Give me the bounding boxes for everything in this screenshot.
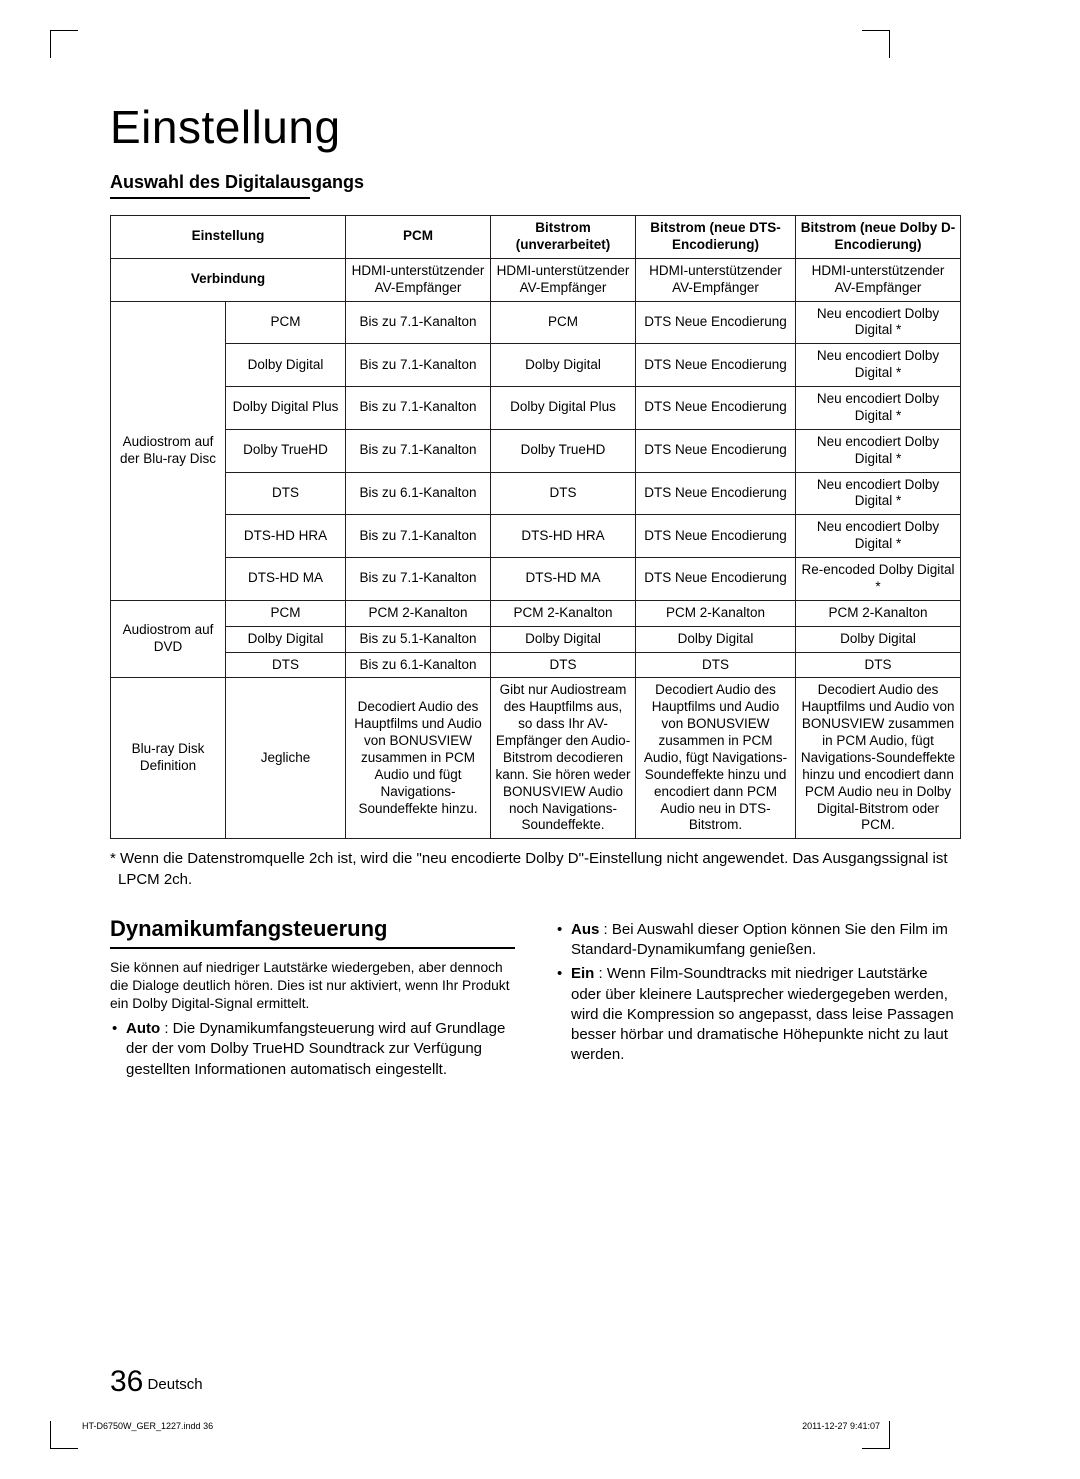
cell-pcm: Bis zu 6.1-Kanalton xyxy=(346,652,491,678)
cell-bitstream-dts: DTS Neue Encodierung xyxy=(636,558,796,601)
drc-auto-label: Auto xyxy=(126,1020,160,1037)
page-number-lang: Deutsch xyxy=(148,1376,203,1393)
cell-format: PCM xyxy=(226,301,346,344)
drc-ein-item: Ein : Wenn Film-Soundtracks mit niedrige… xyxy=(555,964,960,1065)
cell-format: Dolby TrueHD xyxy=(226,429,346,472)
crop-mark-tl xyxy=(50,30,78,58)
cell-bitstream-dts: PCM 2-Kanalton xyxy=(636,600,796,626)
cell-bitstream-un: DTS-HD MA xyxy=(491,558,636,601)
drc-underline xyxy=(110,947,515,949)
cell-bitstream-dts: DTS Neue Encodierung xyxy=(636,429,796,472)
cell-bitstream-dolby: Neu encodiert Dolby Digital * xyxy=(796,301,961,344)
page-title: Einstellung xyxy=(110,100,960,154)
cell-pcm: Bis zu 7.1-Kanalton xyxy=(346,515,491,558)
cell-bitstream-un: DTS-HD HRA xyxy=(491,515,636,558)
drc-auto-item: Auto : Die Dynamikumfangsteuerung wird a… xyxy=(110,1019,515,1080)
two-column-section: Dynamikumfangsteuerung Sie können auf ni… xyxy=(110,914,960,1084)
cell-bitstream-un: PCM 2-Kanalton xyxy=(491,600,636,626)
cell-format: DTS-HD HRA xyxy=(226,515,346,558)
subheading: Auswahl des Digitalausgangs xyxy=(110,172,960,193)
drc-aus-text: : Bei Auswahl dieser Option können Sie d… xyxy=(571,921,948,958)
cell-format: Jegliche xyxy=(226,678,346,839)
cell-pcm: Bis zu 7.1-Kanalton xyxy=(346,301,491,344)
cell-pcm: Bis zu 7.1-Kanalton xyxy=(346,429,491,472)
drc-left-list: Auto : Die Dynamikumfangsteuerung wird a… xyxy=(110,1019,515,1080)
footer-right: 2011-12-27 9:41:07 xyxy=(802,1421,880,1431)
cell-bitstream-un: Dolby Digital xyxy=(491,344,636,387)
th-hdmi-receiver: HDMI-unterstützender AV-Empfänger xyxy=(796,258,961,301)
cell-bitstream-un: PCM xyxy=(491,301,636,344)
cell-pcm: Bis zu 5.1-Kanalton xyxy=(346,626,491,652)
th-bitstream-unprocessed: Bitstrom (unverarbeitet) xyxy=(491,216,636,259)
cell-pcm: Bis zu 6.1-Kanalton xyxy=(346,472,491,515)
drc-aus-label: Aus xyxy=(571,921,599,938)
subheading-underline xyxy=(110,197,310,199)
page-number-value: 36 xyxy=(110,1365,143,1398)
footer-left: HT-D6750W_GER_1227.indd 36 xyxy=(82,1421,213,1431)
drc-left-column: Dynamikumfangsteuerung Sie können auf ni… xyxy=(110,914,515,1084)
cell-bitstream-un: Dolby Digital xyxy=(491,626,636,652)
th-bitstream-dolby: Bitstrom (neue Dolby D-Encodierung) xyxy=(796,216,961,259)
cell-format: Dolby Digital xyxy=(226,626,346,652)
th-bitstream-dts: Bitstrom (neue DTS-Encodierung) xyxy=(636,216,796,259)
cell-bitstream-un: Dolby TrueHD xyxy=(491,429,636,472)
cell-bitstream-dts: DTS Neue Encodierung xyxy=(636,515,796,558)
cell-bitstream-dolby: PCM 2-Kanalton xyxy=(796,600,961,626)
digital-output-table: EinstellungPCMBitstrom (unverarbeitet)Bi… xyxy=(110,215,961,839)
cell-pcm: Bis zu 7.1-Kanalton xyxy=(346,344,491,387)
th-hdmi-receiver: HDMI-unterstützender AV-Empfänger xyxy=(346,258,491,301)
cell-bitstream-un: DTS xyxy=(491,472,636,515)
cell-def-un: Gibt nur Audiostream des Hauptfilms aus,… xyxy=(491,678,636,839)
cell-format: Dolby Digital xyxy=(226,344,346,387)
th-hdmi-receiver: HDMI-unterstützender AV-Empfänger xyxy=(636,258,796,301)
cell-bitstream-dolby: Neu encodiert Dolby Digital * xyxy=(796,429,961,472)
drc-auto-text: : Die Dynamikumfangsteuerung wird auf Gr… xyxy=(126,1020,505,1078)
drc-intro: Sie können auf niedriger Lautstärke wied… xyxy=(110,959,515,1013)
page-number: 36 Deutsch xyxy=(110,1365,203,1399)
th-connection: Verbindung xyxy=(111,258,346,301)
row-group-bluray: Audiostrom auf der Blu-ray Disc xyxy=(111,301,226,600)
drc-right-list: Aus : Bei Auswahl dieser Option können S… xyxy=(555,920,960,1066)
drc-ein-label: Ein xyxy=(571,965,594,982)
cell-bitstream-dolby: Neu encodiert Dolby Digital * xyxy=(796,515,961,558)
cell-format: PCM xyxy=(226,600,346,626)
th-pcm: PCM xyxy=(346,216,491,259)
cell-bitstream-dolby: Neu encodiert Dolby Digital * xyxy=(796,472,961,515)
cell-format: DTS-HD MA xyxy=(226,558,346,601)
drc-aus-item: Aus : Bei Auswahl dieser Option können S… xyxy=(555,920,960,961)
drc-right-column: Aus : Bei Auswahl dieser Option können S… xyxy=(555,914,960,1084)
cell-format: DTS xyxy=(226,652,346,678)
drc-ein-text: : Wenn Film-Soundtracks mit niedriger La… xyxy=(571,965,954,1063)
cell-bitstream-dolby: DTS xyxy=(796,652,961,678)
cell-format: Dolby Digital Plus xyxy=(226,387,346,430)
cell-format: DTS xyxy=(226,472,346,515)
cell-def-dolby: Decodiert Audio des Hauptfilms und Audio… xyxy=(796,678,961,839)
cell-bitstream-dolby: Dolby Digital xyxy=(796,626,961,652)
cell-bitstream-dts: DTS Neue Encodierung xyxy=(636,472,796,515)
th-setting: Einstellung xyxy=(111,216,346,259)
crop-mark-tr xyxy=(862,30,890,58)
cell-def-dts: Decodiert Audio des Hauptfilms und Audio… xyxy=(636,678,796,839)
drc-heading: Dynamikumfangsteuerung xyxy=(110,914,515,944)
footnote: * Wenn die Datenstromquelle 2ch ist, wir… xyxy=(110,849,960,890)
cell-pcm: Bis zu 7.1-Kanalton xyxy=(346,558,491,601)
cell-bitstream-dolby: Neu encodiert Dolby Digital * xyxy=(796,344,961,387)
cell-bitstream-dolby: Re-encoded Dolby Digital * xyxy=(796,558,961,601)
cell-bitstream-dts: DTS Neue Encodierung xyxy=(636,387,796,430)
cell-bitstream-dts: DTS xyxy=(636,652,796,678)
cell-bitstream-un: Dolby Digital Plus xyxy=(491,387,636,430)
cell-pcm: Bis zu 7.1-Kanalton xyxy=(346,387,491,430)
cell-bitstream-dts: DTS Neue Encodierung xyxy=(636,301,796,344)
cell-def-pcm: Decodiert Audio des Hauptfilms und Audio… xyxy=(346,678,491,839)
page-content: Einstellung Auswahl des Digitalausgangs … xyxy=(110,100,960,1084)
cell-pcm: PCM 2-Kanalton xyxy=(346,600,491,626)
cell-bitstream-dolby: Neu encodiert Dolby Digital * xyxy=(796,387,961,430)
row-group-dvd: Audiostrom auf DVD xyxy=(111,600,226,678)
crop-mark-bl xyxy=(50,1421,78,1449)
cell-bitstream-dts: Dolby Digital xyxy=(636,626,796,652)
cell-bitstream-un: DTS xyxy=(491,652,636,678)
row-group-definition: Blu-ray Disk Definition xyxy=(111,678,226,839)
th-hdmi-receiver: HDMI-unterstützender AV-Empfänger xyxy=(491,258,636,301)
cell-bitstream-dts: DTS Neue Encodierung xyxy=(636,344,796,387)
